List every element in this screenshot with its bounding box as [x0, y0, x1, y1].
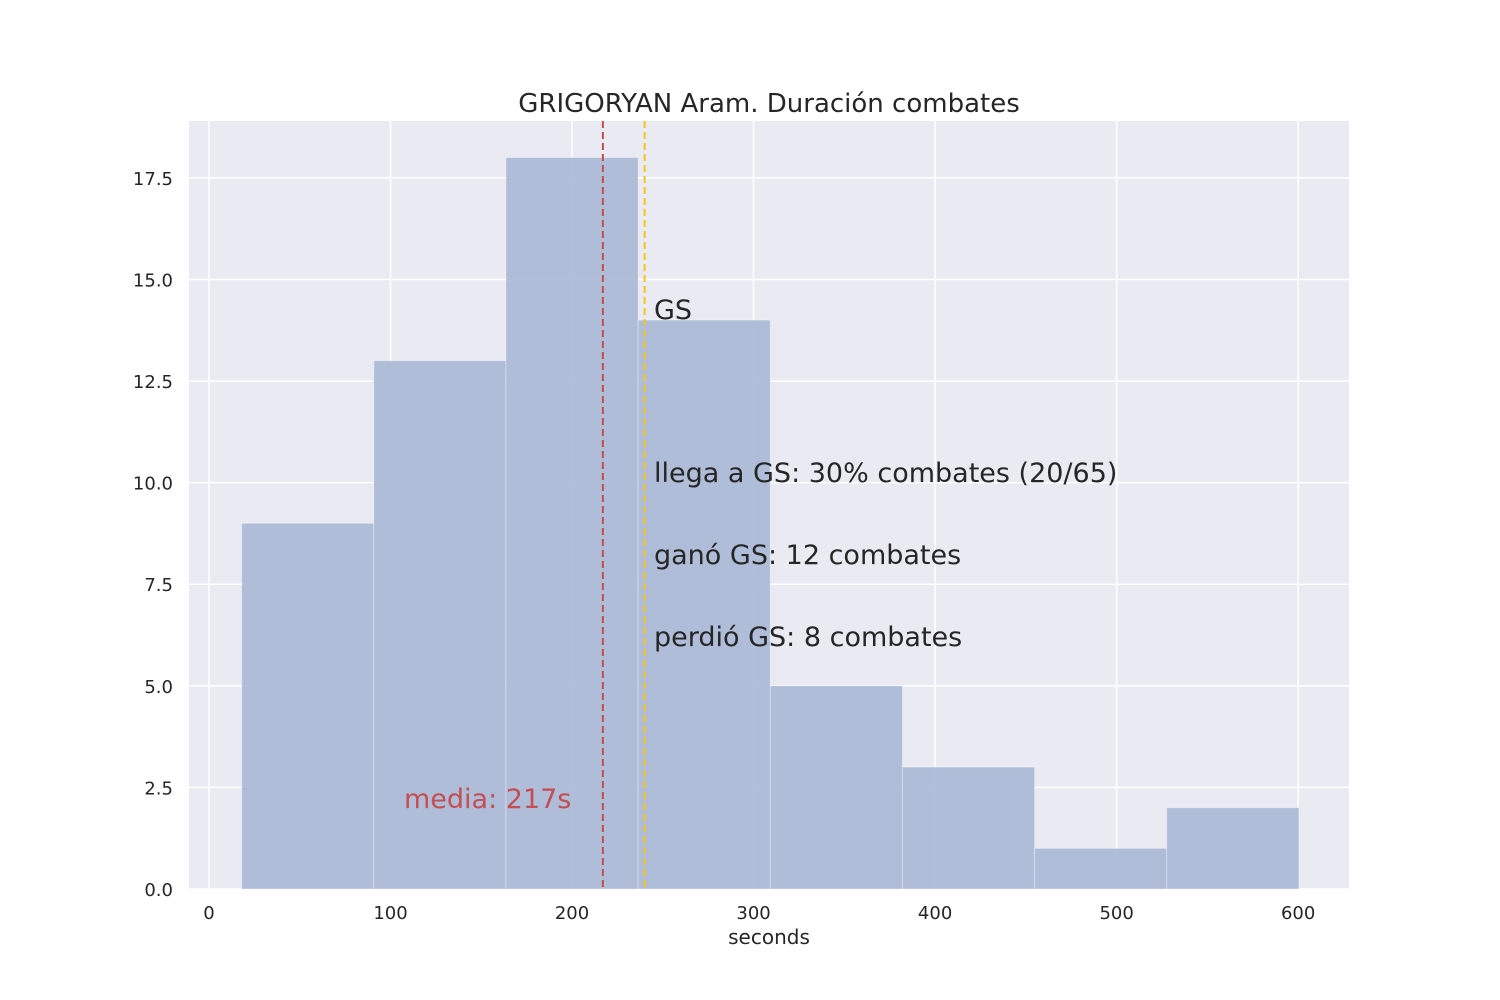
histogram-bar-8	[1166, 807, 1300, 890]
reference-lines	[601, 121, 646, 889]
histogram-bars	[241, 157, 1300, 890]
gs-label: GS	[654, 295, 692, 326]
histogram-bar-6	[901, 766, 1036, 890]
histogram-bar-1	[241, 522, 375, 890]
annotation-lost-gs: perdió GS: 8 combates	[654, 622, 962, 653]
y-tick-label: 17.5	[133, 169, 173, 190]
y-tick-label: 2.5	[144, 778, 173, 799]
x-tick-label: 0	[203, 903, 214, 924]
y-tick-labels: 0.0 2.5 5.0 7.5 10.0 12.5 15.0 17.5	[133, 169, 173, 901]
x-tick-label: 400	[918, 903, 952, 924]
x-tick-labels: 0 100 200 300 400 500 600	[203, 903, 1315, 924]
y-tick-label: 10.0	[133, 474, 173, 495]
x-tick-label: 500	[1099, 903, 1133, 924]
y-tick-label: 5.0	[144, 677, 173, 698]
histogram-bar-2	[373, 360, 507, 890]
histogram-bar-3	[505, 157, 639, 890]
x-tick-label: 300	[736, 903, 770, 924]
y-tick-label: 15.0	[133, 270, 173, 291]
x-axis-label: seconds	[728, 925, 810, 949]
histogram-bar-5	[769, 685, 903, 890]
x-tick-label: 200	[555, 903, 589, 924]
histogram-bar-4	[637, 319, 771, 890]
y-tick-label: 0.0	[144, 880, 173, 901]
y-tick-label: 12.5	[133, 372, 173, 393]
y-tick-label: 7.5	[144, 575, 173, 596]
x-tick-label: 100	[373, 903, 407, 924]
chart-title: GRIGORYAN Aram. Duración combates	[518, 89, 1020, 119]
histogram-bar-7	[1034, 847, 1168, 890]
annotation-reach-gs: llega a GS: 30% combates (20/65)	[654, 458, 1117, 489]
mean-label: media: 217s	[404, 784, 571, 815]
annotation-won-gs: ganó GS: 12 combates	[654, 540, 961, 571]
x-tick-label: 600	[1281, 903, 1315, 924]
